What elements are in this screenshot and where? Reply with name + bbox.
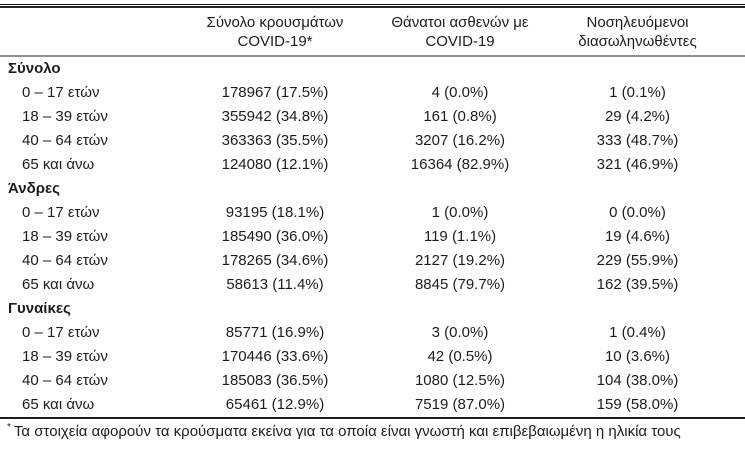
cases-value: 170446 (33.6%) bbox=[221, 348, 329, 365]
deaths-value: 4 (0.0%) bbox=[431, 84, 489, 101]
intubated-value: 29 (4.2%) bbox=[604, 108, 671, 125]
cases-value: 185083 (36.5%) bbox=[221, 372, 329, 389]
table-header-row: Σύνολο κρουσμάτων COVID-19* Θάνατοι ασθε… bbox=[7, 8, 737, 55]
age-group-label: 18 – 39 ετών bbox=[22, 348, 108, 365]
intubated-value: 104 (38.0%) bbox=[596, 372, 679, 389]
deaths-value: 8845 (79.7%) bbox=[414, 276, 506, 293]
age-group-label: 65 και άνω bbox=[22, 276, 95, 293]
age-group-label: 40 – 64 ετών bbox=[22, 372, 108, 389]
age-group-label: 40 – 64 ετών bbox=[22, 252, 108, 269]
intubated-value: 159 (58.0%) bbox=[596, 396, 679, 413]
intubated-value: 162 (39.5%) bbox=[596, 276, 679, 293]
cases-value: 178967 (17.5%) bbox=[221, 84, 329, 101]
cases-value: 65461 (12.9%) bbox=[225, 396, 325, 413]
cases-value: 355942 (34.8%) bbox=[221, 108, 329, 125]
age-group-label: 0 – 17 ετών bbox=[22, 204, 100, 221]
age-group-label: 18 – 39 ετών bbox=[22, 228, 108, 245]
cases-value: 363363 (35.5%) bbox=[221, 132, 329, 149]
header-cases: Σύνολο κρουσμάτων COVID-19* bbox=[175, 8, 375, 55]
cases-value: 124080 (12.1%) bbox=[221, 156, 329, 173]
intubated-value: 10 (3.6%) bbox=[604, 348, 671, 365]
age-group-label: 0 – 17 ετών bbox=[22, 324, 100, 341]
cases-value: 93195 (18.1%) bbox=[225, 204, 325, 221]
table-top-rule bbox=[0, 4, 745, 8]
intubated-value: 19 (4.6%) bbox=[604, 228, 671, 245]
footnote-separator-rule bbox=[0, 417, 745, 419]
section-label-women: Γυναίκες bbox=[8, 300, 71, 317]
deaths-value: 16364 (82.9%) bbox=[410, 156, 510, 173]
deaths-value: 1 (0.0%) bbox=[431, 204, 489, 221]
header-cases-line2: COVID-19* bbox=[237, 33, 313, 50]
deaths-value: 3 (0.0%) bbox=[431, 324, 489, 341]
deaths-value: 2127 (19.2%) bbox=[414, 252, 506, 269]
age-group-label: 65 και άνω bbox=[22, 156, 95, 173]
age-group-label: 65 και άνω bbox=[22, 396, 95, 413]
intubated-value: 229 (55.9%) bbox=[596, 252, 679, 269]
deaths-value: 119 (1.1%) bbox=[423, 228, 497, 245]
header-deaths: Θάνατοι ασθενών με COVID-19 bbox=[375, 8, 545, 55]
section-label-total: Σύνολο bbox=[8, 60, 61, 77]
header-intubated-line2: διασωληνωθέντες bbox=[578, 33, 697, 50]
deaths-value: 3207 (16.2%) bbox=[414, 132, 506, 149]
age-group-label: 0 – 17 ετών bbox=[22, 84, 100, 101]
intubated-value: 321 (46.9%) bbox=[596, 156, 679, 173]
cases-value: 85771 (16.9%) bbox=[225, 324, 325, 341]
header-deaths-line2: COVID-19 bbox=[425, 33, 495, 50]
header-intubated: Νοσηλευόμενοι διασωληνωθέντες bbox=[545, 8, 730, 55]
age-group-label: 40 – 64 ετών bbox=[22, 132, 108, 149]
footnote: * Τα στοιχεία αφορούν τα κρούσματα εκείνα… bbox=[7, 419, 745, 442]
intubated-value: 0 (0.0%) bbox=[609, 204, 666, 221]
table-body: Σύνολο 0 – 17 ετών 178967 (17.5%) 4 (0.0… bbox=[7, 57, 737, 417]
cases-value: 185490 (36.0%) bbox=[221, 228, 329, 245]
intubated-value: 333 (48.7%) bbox=[596, 132, 679, 149]
header-cases-line1: Σύνολο κρουσμάτων bbox=[206, 14, 344, 31]
header-intubated-line1: Νοσηλευόμενοι bbox=[586, 14, 689, 31]
deaths-value: 42 (0.5%) bbox=[427, 348, 493, 365]
footnote-text: Τα στοιχεία αφορούν τα κρούσματα εκείνα … bbox=[13, 423, 681, 440]
header-deaths-line1: Θάνατοι ασθενών με bbox=[391, 14, 529, 31]
deaths-value: 1080 (12.5%) bbox=[414, 372, 506, 389]
footnote-marker: * bbox=[7, 422, 11, 433]
cases-value: 178265 (34.6%) bbox=[221, 252, 329, 269]
deaths-value: 161 (0.8%) bbox=[423, 108, 497, 125]
header-separator-rule bbox=[0, 55, 745, 57]
deaths-value: 7519 (87.0%) bbox=[414, 396, 506, 413]
intubated-value: 1 (0.4%) bbox=[609, 324, 666, 341]
age-group-label: 18 – 39 ετών bbox=[22, 108, 108, 125]
section-label-men: Άνδρες bbox=[8, 180, 60, 197]
intubated-value: 1 (0.1%) bbox=[609, 84, 666, 101]
header-empty-cell bbox=[7, 8, 175, 55]
cases-value: 58613 (11.4%) bbox=[226, 276, 324, 293]
